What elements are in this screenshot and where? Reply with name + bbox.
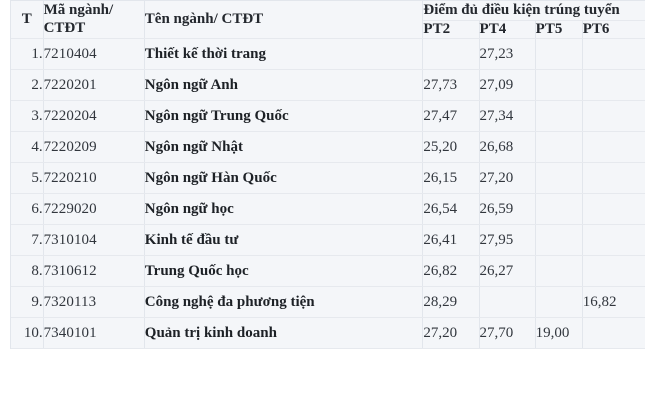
cell-score-pt5 <box>535 193 583 225</box>
cell-major-code: 7220210 <box>43 162 145 194</box>
cell-score-pt5 <box>535 69 583 101</box>
cell-major-code: 7220204 <box>43 100 145 132</box>
table-row: 8. 7310612 Trung Quốc học 26,82 26,27 <box>11 255 645 287</box>
cell-major-code: 7220209 <box>43 131 145 163</box>
column-header-major-code: Mã ngành/ CTĐT <box>43 1 145 39</box>
table-row: 4. 7220209 Ngôn ngữ Nhật 25,20 26,68 <box>11 131 645 163</box>
cell-stt: 2. <box>11 69 44 101</box>
table-row: 10. 7340101 Quản trị kinh doanh 27,20 27,70 1… <box>11 317 645 349</box>
cell-score-pt6: 16,82 <box>582 286 645 318</box>
cell-major-name: Ngôn ngữ Hàn Quốc <box>144 162 424 194</box>
score-table-container: T Mã ngành/ CTĐT Tên ngành/ CTĐT Điểm đủ… <box>10 0 645 349</box>
cell-major-name: Quản trị kinh doanh <box>144 317 424 349</box>
cell-score-pt4: 27,34 <box>479 100 536 132</box>
cell-stt: 6. <box>11 193 44 225</box>
cell-major-name: Kinh tế đầu tư <box>144 224 424 256</box>
cell-stt: 9. <box>11 286 44 318</box>
cell-score-pt2: 27,73 <box>422 69 480 101</box>
cell-major-name: Thiết kế thời trang <box>144 38 424 70</box>
cell-major-code: 7310612 <box>43 255 145 287</box>
admission-score-table: T Mã ngành/ CTĐT Tên ngành/ CTĐT Điểm đủ… <box>11 1 645 349</box>
cell-score-pt2: 25,20 <box>422 131 480 163</box>
cell-score-pt5 <box>535 162 583 194</box>
table-row: 5. 7220210 Ngôn ngữ Hàn Quốc 26,15 27,20 <box>11 162 645 194</box>
cell-score-pt6 <box>582 100 645 132</box>
cell-score-pt6 <box>582 255 645 287</box>
cell-major-code: 7320113 <box>43 286 145 318</box>
cell-score-pt5 <box>535 286 583 318</box>
cell-score-pt4: 27,09 <box>479 69 536 101</box>
table-header: T Mã ngành/ CTĐT Tên ngành/ CTĐT Điểm đủ… <box>11 1 645 40</box>
cell-score-pt4: 27,95 <box>479 224 536 256</box>
cell-major-name: Ngôn ngữ học <box>144 193 424 225</box>
cell-score-pt4: 27,20 <box>479 162 536 194</box>
cell-score-pt2 <box>422 38 480 70</box>
column-header-pt5: PT5 <box>535 20 583 40</box>
cell-score-pt6 <box>582 317 645 349</box>
table-row: 6. 7229020 Ngôn ngữ học 26,54 26,59 <box>11 193 645 225</box>
cell-score-pt2: 26,54 <box>422 193 480 225</box>
cell-score-pt2: 26,82 <box>422 255 480 287</box>
cell-major-code: 7310104 <box>43 224 145 256</box>
cell-score-pt4: 27,70 <box>479 317 536 349</box>
column-header-pt4: PT4 <box>479 20 536 40</box>
table-row: 1. 7210404 Thiết kế thời trang 27,23 <box>11 38 645 70</box>
cell-score-pt5 <box>535 224 583 256</box>
cell-stt: 10. <box>11 317 44 349</box>
column-header-major-name: Tên ngành/ CTĐT <box>144 1 424 39</box>
cell-major-name: Trung Quốc học <box>144 255 424 287</box>
cell-stt: 3. <box>11 100 44 132</box>
cell-score-pt4: 26,27 <box>479 255 536 287</box>
cell-score-pt6 <box>582 69 645 101</box>
column-header-score-group: Điểm đủ điều kiện trúng tuyển <box>422 1 645 21</box>
table-row: 3. 7220204 Ngôn ngữ Trung Quốc 27,47 27,34 <box>11 100 645 132</box>
table-row: 2. 7220201 Ngôn ngữ Anh 27,73 27,09 <box>11 69 645 101</box>
table-row: 7. 7310104 Kinh tế đầu tư 26,41 27,95 <box>11 224 645 256</box>
header-row-top: T Mã ngành/ CTĐT Tên ngành/ CTĐT Điểm đủ… <box>11 1 645 39</box>
cell-score-pt2: 26,15 <box>422 162 480 194</box>
cell-major-code: 7220201 <box>43 69 145 101</box>
cell-stt: 1. <box>11 38 44 70</box>
cell-stt: 7. <box>11 224 44 256</box>
column-header-pt6: PT6 <box>582 20 645 40</box>
header-row-sub: PT2 PT4 PT5 PT6 <box>11 20 645 40</box>
cell-major-code: 7340101 <box>43 317 145 349</box>
cell-score-pt6 <box>582 38 645 70</box>
cell-score-pt2: 26,41 <box>422 224 480 256</box>
cell-score-pt5 <box>535 131 583 163</box>
cell-score-pt4: 26,59 <box>479 193 536 225</box>
cell-major-code: 7210404 <box>43 38 145 70</box>
cell-score-pt6 <box>582 162 645 194</box>
cell-score-pt2: 28,29 <box>422 286 480 318</box>
cell-major-name: Ngôn ngữ Trung Quốc <box>144 100 424 132</box>
cell-score-pt5 <box>535 255 583 287</box>
cell-major-name: Công nghệ đa phương tiện <box>144 286 424 318</box>
cell-score-pt5: 19,00 <box>535 317 583 349</box>
cell-score-pt4: 26,68 <box>479 131 536 163</box>
cell-major-name: Ngôn ngữ Anh <box>144 69 424 101</box>
cell-stt: 5. <box>11 162 44 194</box>
cell-score-pt6 <box>582 193 645 225</box>
cell-score-pt6 <box>582 224 645 256</box>
cell-stt: 8. <box>11 255 44 287</box>
column-header-stt: T <box>11 1 44 39</box>
cell-major-code: 7229020 <box>43 193 145 225</box>
table-body: 1. 7210404 Thiết kế thời trang 27,23 2. 72202… <box>11 38 645 349</box>
cell-stt: 4. <box>11 131 44 163</box>
cell-score-pt5 <box>535 38 583 70</box>
column-header-pt2: PT2 <box>422 20 480 40</box>
cell-score-pt2: 27,20 <box>422 317 480 349</box>
cell-score-pt5 <box>535 100 583 132</box>
table-row: 9. 7320113 Công nghệ đa phương tiện 28,29 16… <box>11 286 645 318</box>
cell-score-pt4: 27,23 <box>479 38 536 70</box>
cell-score-pt6 <box>582 131 645 163</box>
cell-score-pt2: 27,47 <box>422 100 480 132</box>
cell-score-pt4 <box>479 286 536 318</box>
cell-major-name: Ngôn ngữ Nhật <box>144 131 424 163</box>
